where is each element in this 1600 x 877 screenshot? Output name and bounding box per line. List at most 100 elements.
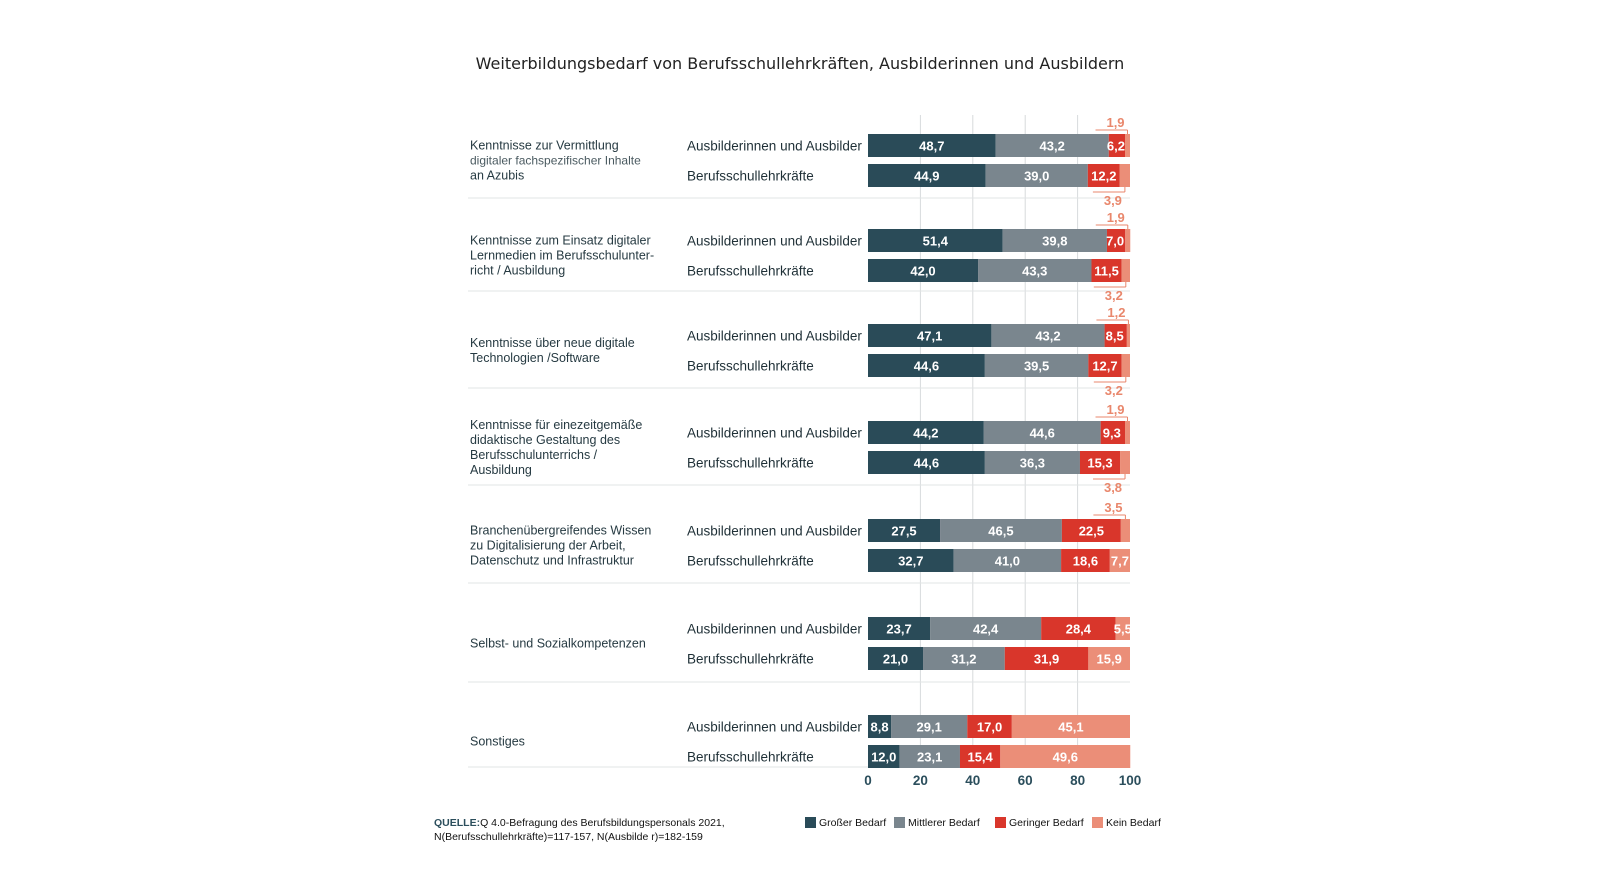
- bar-segment: [868, 259, 979, 282]
- category-group: Kenntnisse zum Einsatz digitalerLernmedi…: [468, 210, 1131, 303]
- bar-segment: [1061, 519, 1121, 542]
- value-label: 12,2: [1091, 169, 1116, 184]
- x-tick-label: 0: [864, 773, 872, 788]
- value-label: 32,7: [898, 554, 923, 569]
- category-label: an Azubis: [470, 169, 524, 183]
- bar-segment: [1108, 134, 1126, 157]
- bar-segment: [868, 134, 996, 157]
- value-label: 51,4: [923, 234, 949, 249]
- category-group: Sonstiges Ausbilderinnen und Ausbilder 8,8…: [468, 715, 1131, 768]
- bar-segment: [1126, 324, 1130, 347]
- x-tick-label: 40: [965, 773, 980, 788]
- value-label: 44,2: [913, 426, 938, 441]
- source-line-2: N(Berufsschullehrkräfte)=117-157, N(Ausb…: [434, 831, 703, 843]
- value-label: 11,5: [1094, 264, 1119, 279]
- bar-segment: [868, 354, 985, 377]
- group-label: Ausbilderinnen und Ausbilder: [687, 524, 862, 539]
- category-label: Ausbildung: [470, 463, 532, 477]
- value-label: 42,4: [973, 622, 999, 637]
- legend-swatch: [1092, 817, 1103, 828]
- group-label: Berufsschullehrkräfte: [687, 750, 814, 765]
- value-label: 9,3: [1103, 426, 1121, 441]
- legend-swatch: [894, 817, 905, 828]
- category-label: Technologien /Software: [470, 351, 600, 365]
- bar-segment: [959, 745, 1001, 768]
- value-label: 47,1: [917, 329, 942, 344]
- value-label: 12,7: [1092, 359, 1117, 374]
- bar-segment: [868, 519, 941, 542]
- value-label: 28,4: [1066, 622, 1092, 637]
- value-label: 1,9: [1106, 115, 1124, 130]
- bar-segment: [868, 715, 892, 738]
- group-label: Berufsschullehrkräfte: [687, 554, 814, 569]
- category-group: Selbst- und Sozialkompetenzen Ausbilderin…: [468, 617, 1132, 683]
- bar-segment: [1119, 164, 1130, 187]
- bar-segment: [991, 324, 1105, 347]
- category-label: richt / Ausbildung: [470, 264, 565, 278]
- legend-label: Geringer Bedarf: [1009, 817, 1084, 829]
- value-label: 8,5: [1106, 329, 1124, 344]
- value-label: 39,5: [1024, 359, 1049, 374]
- value-label: 1,9: [1106, 402, 1124, 417]
- group-label: Berufsschullehrkräfte: [687, 456, 814, 471]
- value-label: 12,0: [871, 750, 896, 765]
- value-label: 48,7: [919, 139, 944, 154]
- category-label: didaktische Gestaltung des: [470, 433, 620, 447]
- value-label: 43,3: [1022, 264, 1047, 279]
- bar-segment: [899, 745, 960, 768]
- bar-segment: [1100, 421, 1126, 444]
- value-label: 44,6: [914, 456, 939, 471]
- bar-segment: [1120, 519, 1130, 542]
- bar-segment: [984, 354, 1089, 377]
- bar-segment: [1091, 259, 1122, 282]
- bar-segment: [1125, 134, 1130, 157]
- chart-title: Weiterbildungsbedarf von Berufsschullehr…: [476, 54, 1125, 73]
- value-label: 22,5: [1079, 524, 1104, 539]
- value-label: 18,6: [1073, 554, 1098, 569]
- x-axis: 0 20 40 60 80 100: [864, 773, 1141, 788]
- x-tick-label: 60: [1018, 773, 1033, 788]
- group-label: Ausbilderinnen und Ausbilder: [687, 234, 862, 249]
- x-tick-label: 20: [913, 773, 928, 788]
- bar-segment: [995, 134, 1109, 157]
- value-label: 46,5: [988, 524, 1013, 539]
- bar-segment: [1104, 324, 1127, 347]
- bar-segment: [868, 421, 984, 444]
- value-label: 3,8: [1104, 480, 1122, 495]
- legend-label: Kein Bedarf: [1106, 817, 1161, 829]
- value-label: 31,2: [951, 652, 976, 667]
- category-label: Lernmedien im Berufsschulunter-: [470, 249, 654, 263]
- bar-segment: [967, 715, 1012, 738]
- value-label: 44,6: [914, 359, 939, 374]
- source-text: Q 4.0-Befragung des Berufsbildungsperson…: [480, 817, 725, 829]
- value-label: 43,2: [1040, 139, 1065, 154]
- value-label: 7,7: [1111, 554, 1129, 569]
- category-label: Kenntnisse zur Vermittlung: [470, 139, 619, 153]
- bar-segment: [1079, 451, 1121, 474]
- bar-segment: [1061, 549, 1110, 572]
- category-group: Kenntnisse für einezeitgemäßedidaktische…: [468, 402, 1130, 495]
- bar-segment: [923, 647, 1005, 670]
- source-note: QUELLE:Q 4.0-Befragung des Berufsbildung…: [434, 817, 725, 843]
- value-label: 42,0: [910, 264, 935, 279]
- bar-segment: [983, 421, 1101, 444]
- value-label: 49,6: [1053, 750, 1078, 765]
- category-label: Sonstiges: [470, 735, 525, 749]
- value-label: 41,0: [995, 554, 1020, 569]
- value-label: 39,0: [1024, 169, 1049, 184]
- value-label: 15,3: [1087, 456, 1112, 471]
- category-label: Datenschutz und Infrastruktur: [470, 554, 634, 568]
- bar-segment: [1115, 617, 1130, 640]
- bar-segment: [1120, 451, 1130, 474]
- group-label: Ausbilderinnen und Ausbilder: [687, 139, 862, 154]
- bar-segment: [868, 324, 992, 347]
- bar-segment: [1011, 715, 1130, 738]
- category-label: Kenntnisse für einezeitgemäße: [470, 418, 642, 432]
- bar-segment: [1109, 549, 1130, 572]
- bar-segment: [1121, 259, 1130, 282]
- value-label: 3,5: [1104, 500, 1122, 515]
- source-label: QUELLE:: [434, 817, 480, 829]
- value-label: 31,9: [1034, 652, 1059, 667]
- bar-segment: [940, 519, 1062, 542]
